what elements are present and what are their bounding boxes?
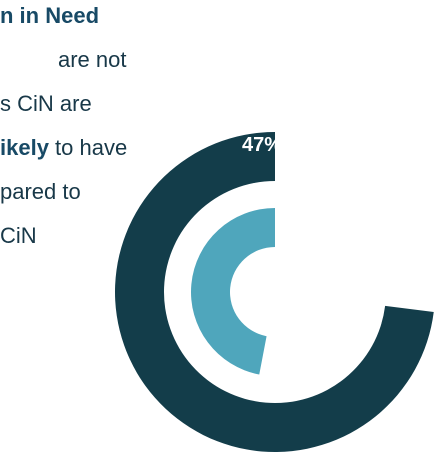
description-line: CiN — [0, 223, 37, 248]
ring-73-percent — [115, 132, 434, 452]
label-73-percent: 73% — [239, 32, 279, 54]
description-line: pared to — [0, 179, 81, 204]
emphasis-text: ikely — [0, 135, 49, 160]
description-line: ikely to have — [0, 134, 127, 162]
ring-47-percent — [191, 208, 275, 375]
description-line: are not — [58, 47, 127, 72]
description-line: s CiN are — [0, 91, 92, 116]
description-text-rest: to have — [48, 135, 128, 160]
description-heading: n in Need — [0, 3, 100, 28]
label-47-percent: 47% — [242, 134, 282, 156]
